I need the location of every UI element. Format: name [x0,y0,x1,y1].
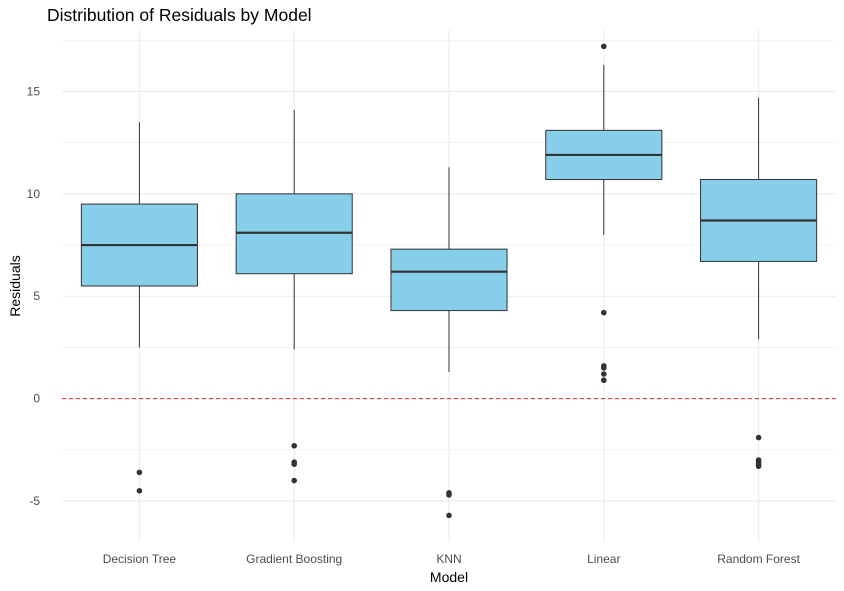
y-tick-label: 10 [27,187,41,201]
y-axis-title: Residuals [7,255,23,316]
box-layer [80,64,818,373]
x-tick-labels: Decision Tree Gradient Boosting KNN Linear R… [103,552,801,566]
y-tick-label: -5 [29,494,40,508]
outlier-point [601,371,607,377]
outlier-point [601,365,607,371]
chart-title: Distribution of Residuals by Model [47,5,312,25]
outlier-point [755,463,762,470]
y-tick-label: 5 [33,289,40,303]
box-iqr [390,248,508,312]
x-tick-label: Linear [587,552,620,566]
x-tick-label: Random Forest [717,552,800,566]
outlier-point [446,492,452,498]
outlier-layer [136,43,762,519]
box-linear [545,64,663,235]
x-tick-label: KNN [436,552,461,566]
outlier-point [446,512,452,519]
box-random-forest [700,97,818,340]
outlier-point [601,377,607,384]
outlier-point [601,309,607,316]
x-tick-label: Gradient Boosting [246,552,342,566]
outlier-point [291,442,298,449]
outlier-point [601,43,607,50]
box-knn [390,167,508,373]
y-tick-label: 0 [33,392,40,406]
outlier-point [755,434,762,441]
outlier-point [136,469,143,476]
y-tick-labels: -5 0 5 10 15 [27,84,41,508]
x-tick-label: Decision Tree [103,552,177,566]
outlier-point [136,488,143,494]
box-decision-tree [80,122,198,348]
box-gradient-boosting [235,109,353,350]
outlier-point [291,461,298,467]
outlier-point [291,477,298,484]
x-axis-title: Model [430,569,468,585]
y-tick-label: 15 [27,84,41,98]
